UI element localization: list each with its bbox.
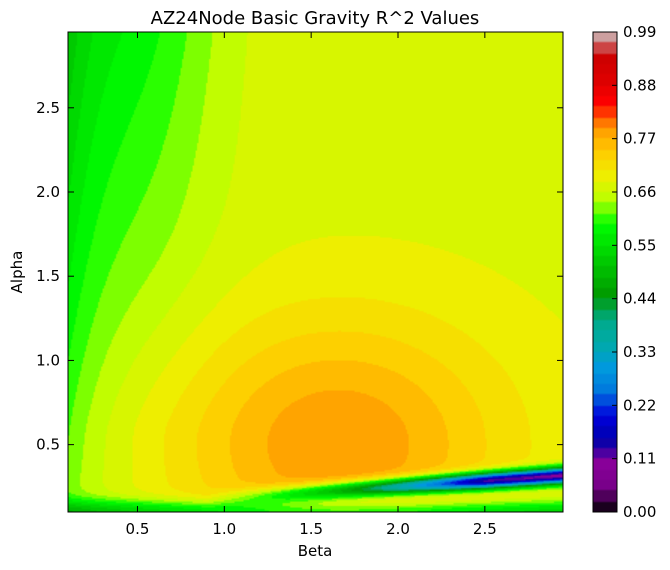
colorbar-ticks: 0.00 0.11 0.22 0.33 0.44 0.55 0.66 0.77 0.88 0.99 [612,23,656,521]
colorbar-tick-label: 0.44 [623,290,656,308]
colorbar: 0.00 0.11 0.22 0.33 0.44 0.55 0.66 0.77 0.88 0.99 [592,23,656,521]
y-tick-label: 2.0 [36,183,60,201]
y-tick-label: 2.5 [36,99,60,117]
colorbar-tick-label: 0.11 [623,450,656,468]
colorbar-frame [592,31,618,513]
x-tick-label: 1.5 [299,520,323,538]
y-tick-label: 1.5 [36,267,60,285]
colorbar-tick-label: 0.66 [623,183,656,201]
y-axis-label: Alpha [8,251,26,294]
x-axis-label: Beta [298,542,333,560]
colorbar-tick-label: 0.55 [623,236,656,254]
chart-title: AZ24Node Basic Gravity R^2 Values [151,8,480,29]
colorbar-tick-label: 0.88 [623,76,656,94]
colorbar-tick-label: 0.00 [623,503,656,521]
heatmap-surface [68,32,563,512]
y-tick-label: 1.0 [36,351,60,369]
plot-area: 0.5 1.0 1.5 2.0 2.5 0.5 1.0 1.5 2.0 2.5 [36,31,564,538]
x-tick-label: 0.5 [126,520,150,538]
x-tick-label: 2.5 [473,520,497,538]
colorbar-tick-label: 0.22 [623,396,656,414]
colorbar-gradient [593,32,617,512]
colorbar-tick-label: 0.33 [623,343,656,361]
x-tick-label: 2.0 [386,520,410,538]
x-tick-label: 1.0 [212,520,236,538]
y-tick-label: 0.5 [36,436,60,454]
colorbar-tick-label: 0.99 [623,23,656,41]
plot-frame [67,31,564,513]
colorbar-tick-label: 0.77 [623,130,656,148]
x-axis-ticks: 0.5 1.0 1.5 2.0 2.5 [126,32,497,538]
y-axis-ticks: 0.5 1.0 1.5 2.0 2.5 [36,99,563,454]
